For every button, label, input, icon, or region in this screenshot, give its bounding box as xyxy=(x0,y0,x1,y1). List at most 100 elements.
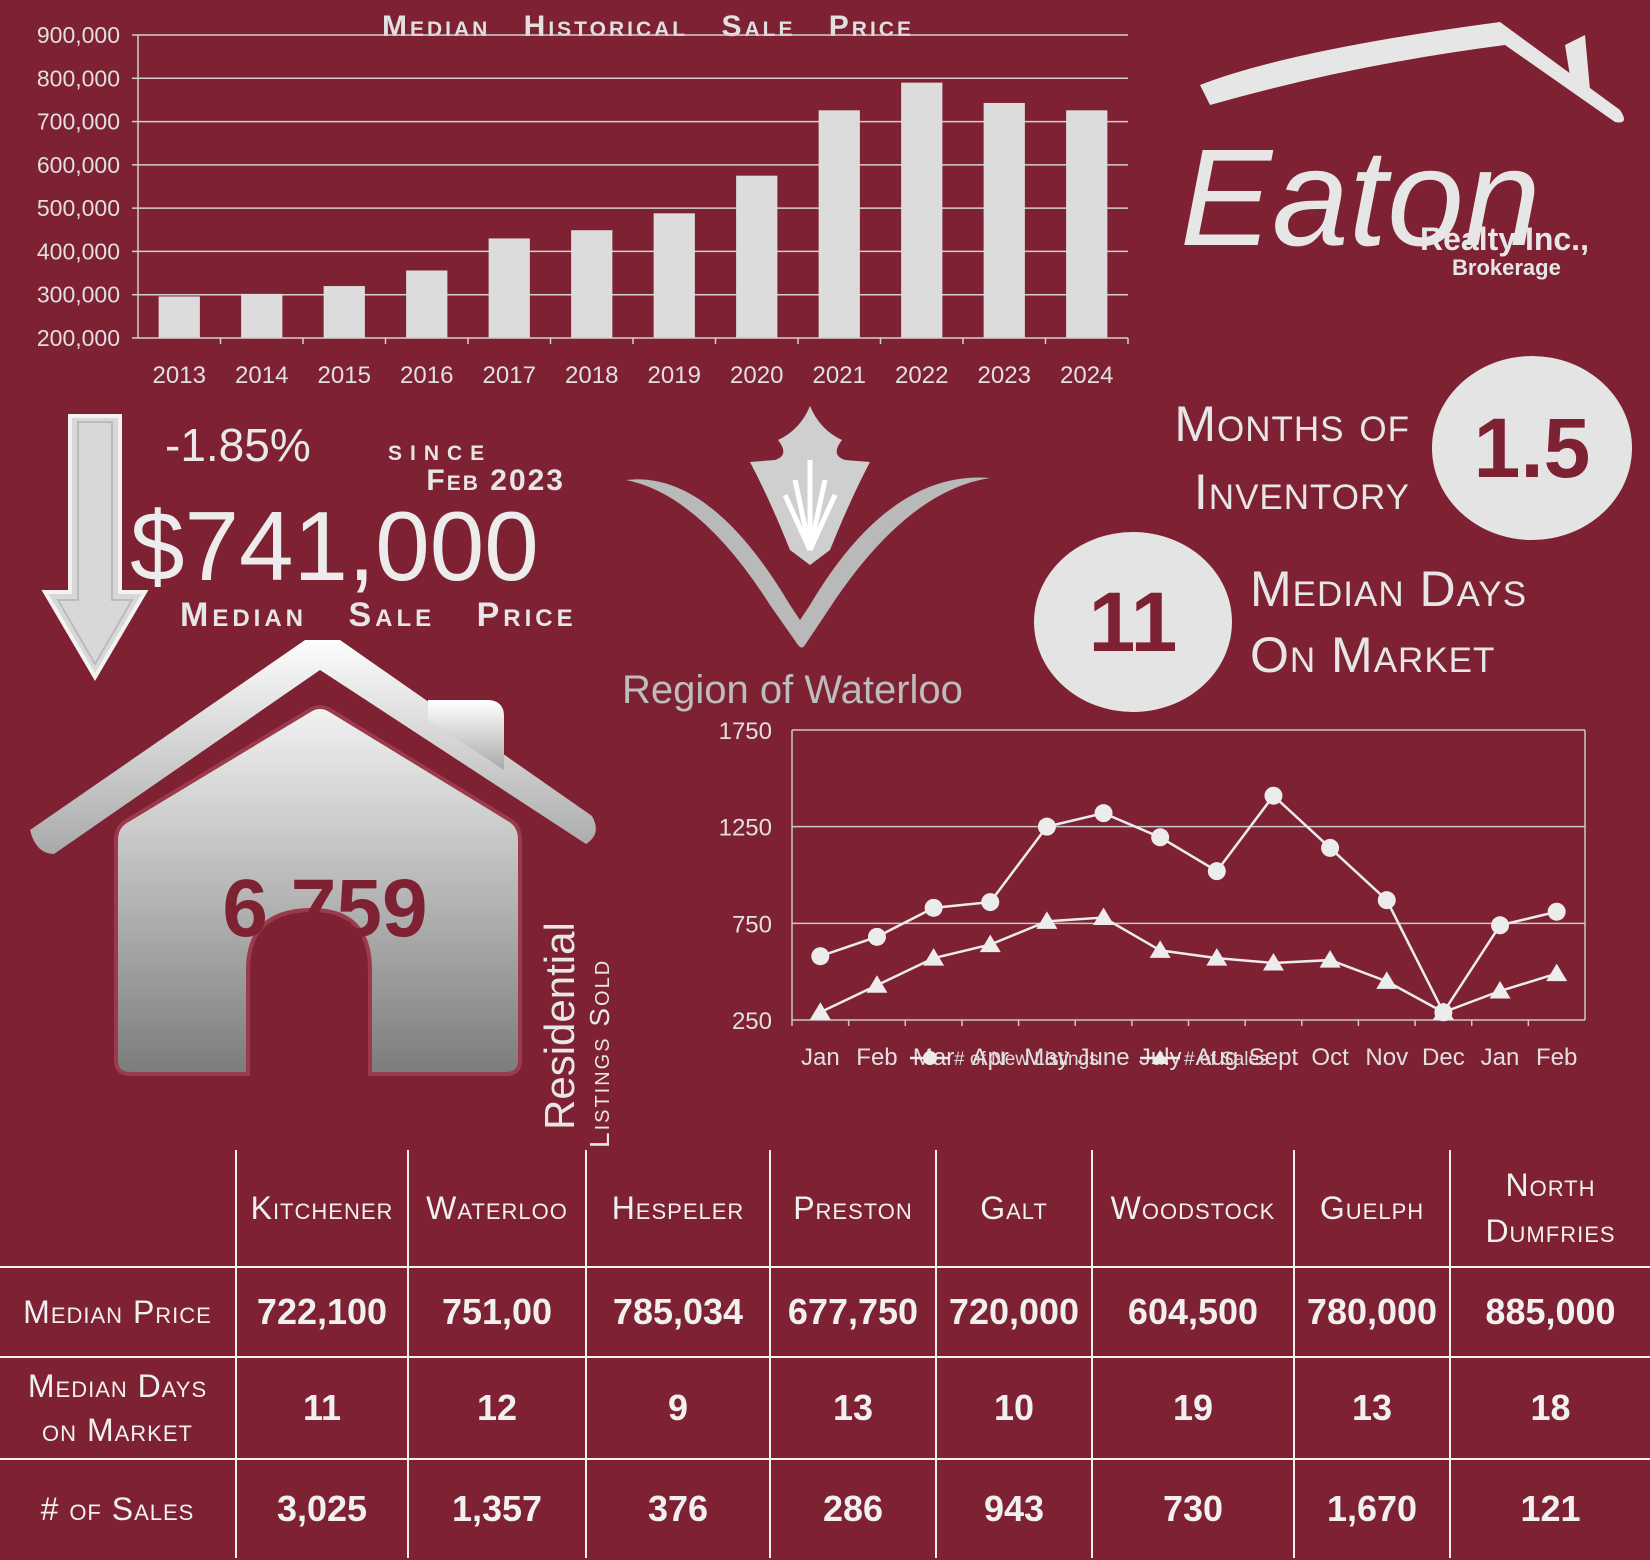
bar xyxy=(818,110,860,339)
data-point xyxy=(1149,940,1171,958)
city-stats-table: Kitchener Waterloo Hespeler Preston Galt… xyxy=(0,1150,1650,1558)
table-cell: 3,025 xyxy=(235,1458,408,1558)
series-line xyxy=(819,793,1557,1015)
table-cell: 286 xyxy=(769,1458,936,1558)
bar xyxy=(241,293,283,338)
x-tick-label: 2016 xyxy=(400,362,453,389)
legend-label: # of Sales xyxy=(1184,1049,1269,1070)
x-tick-label: Jan xyxy=(801,1044,840,1071)
bar xyxy=(1066,110,1108,339)
table-row: Median Price 722,100 751,00 785,034 677,… xyxy=(0,1266,1650,1357)
col-header: Kitchener xyxy=(235,1150,408,1267)
x-tick-label: 2020 xyxy=(730,362,783,389)
months-label-2: Inventory xyxy=(1193,464,1410,520)
col-header: Waterloo xyxy=(407,1150,586,1267)
col-header: Guelph xyxy=(1293,1150,1450,1267)
x-tick-label: June xyxy=(1078,1044,1130,1071)
data-point xyxy=(924,898,943,917)
data-point xyxy=(1547,902,1566,921)
months-of-inventory-label: Months of Inventory xyxy=(1130,390,1410,526)
data-point xyxy=(1151,828,1170,847)
bar xyxy=(736,175,778,338)
y-tick-label: 600,000 xyxy=(37,152,120,178)
table-cell: 785,034 xyxy=(585,1266,770,1357)
data-point xyxy=(867,927,886,946)
bar xyxy=(571,230,613,338)
table-cell: 885,000 xyxy=(1449,1266,1650,1357)
row-header: Median Price xyxy=(0,1266,236,1357)
x-tick-label: Sept xyxy=(1249,1044,1299,1071)
data-point xyxy=(1376,971,1398,989)
x-tick-label: Jan xyxy=(1481,1044,1520,1071)
x-tick-label: 2015 xyxy=(318,362,371,389)
data-point xyxy=(1321,838,1340,857)
legend-marker xyxy=(923,1051,937,1065)
bar xyxy=(983,102,1025,338)
x-tick-label: May xyxy=(1024,1044,1069,1071)
residential-label: Residential xyxy=(536,922,583,1130)
y-tick-label: 1250 xyxy=(719,815,772,842)
x-tick-label: 2022 xyxy=(895,362,948,389)
table-cell: 18 xyxy=(1449,1356,1650,1459)
since-date: Feb 2023 xyxy=(426,464,565,497)
table-cell: 12 xyxy=(407,1356,586,1459)
data-point xyxy=(1432,1002,1454,1020)
y-tick-label: 750 xyxy=(732,911,772,938)
table-cell: 19 xyxy=(1091,1356,1294,1459)
table-cell: 720,000 xyxy=(935,1266,1092,1357)
table-cell: 121 xyxy=(1449,1458,1650,1558)
region-w-icon xyxy=(626,477,990,648)
logo-chimney-icon xyxy=(1565,35,1590,90)
table-row: # of Sales 3,025 1,357 376 286 943 730 1… xyxy=(0,1458,1650,1558)
data-point xyxy=(1094,804,1113,823)
table-cell: 677,750 xyxy=(769,1266,936,1357)
median-sale-price-label: Median Sale Price xyxy=(180,596,577,634)
data-point xyxy=(866,975,888,993)
table-cell: 1,670 xyxy=(1293,1458,1450,1558)
table-cell: 1,357 xyxy=(407,1458,586,1558)
logo-roof-icon xyxy=(1200,22,1624,123)
median-historical-price-chart: Median Historical Sale Price 200,000 300,… xyxy=(37,10,1129,389)
data-point xyxy=(809,1002,831,1020)
data-point xyxy=(1377,891,1396,910)
since-label: since xyxy=(388,434,493,467)
data-point xyxy=(1319,950,1341,968)
y-tick-label: 1750 xyxy=(719,718,772,745)
table-cell: 722,100 xyxy=(235,1266,408,1357)
table-cell: 780,000 xyxy=(1293,1266,1450,1357)
row-header: # of Sales xyxy=(0,1458,236,1558)
median-days-label: Median Days On Market xyxy=(1250,556,1630,688)
x-tick-label: 2018 xyxy=(565,362,618,389)
col-header: Galt xyxy=(935,1150,1092,1267)
bar xyxy=(901,82,943,338)
data-point xyxy=(1207,862,1226,881)
row-header: Median Days on Market xyxy=(0,1356,236,1459)
logo-line2: Brokerage xyxy=(1452,255,1561,280)
table-cell: 11 xyxy=(235,1356,408,1459)
table-cell: 13 xyxy=(1293,1356,1450,1459)
x-tick-label: 2019 xyxy=(648,362,701,389)
y-tick-label: 900,000 xyxy=(37,22,120,48)
col-header: Preston xyxy=(769,1150,936,1267)
data-point xyxy=(1491,916,1510,935)
x-tick-label: Apr xyxy=(972,1044,1009,1071)
table-cell: 10 xyxy=(935,1356,1092,1459)
data-point xyxy=(1093,907,1115,926)
house-icon xyxy=(30,640,596,1076)
bar-chart-title: Median Historical Sale Price xyxy=(382,10,914,43)
months-of-inventory-value: 1.5 xyxy=(1432,356,1632,540)
data-point xyxy=(981,893,1000,912)
listings-sold-value: 6,759 xyxy=(222,863,428,954)
price-change: -1.85% xyxy=(165,419,311,471)
data-point xyxy=(1036,911,1058,929)
median-days-value: 11 xyxy=(1034,532,1232,712)
eaton-realty-logo: Eaton Realty Inc., Brokerage xyxy=(1180,22,1624,280)
days-label-1: Median Days xyxy=(1250,561,1528,617)
y-tick-label: 300,000 xyxy=(37,282,120,308)
y-tick-label: 800,000 xyxy=(37,65,120,91)
data-point xyxy=(1264,786,1283,805)
months-label-1: Months of xyxy=(1174,396,1410,452)
legend-label: # of New Listings xyxy=(954,1049,1099,1070)
data-point xyxy=(1262,952,1284,971)
